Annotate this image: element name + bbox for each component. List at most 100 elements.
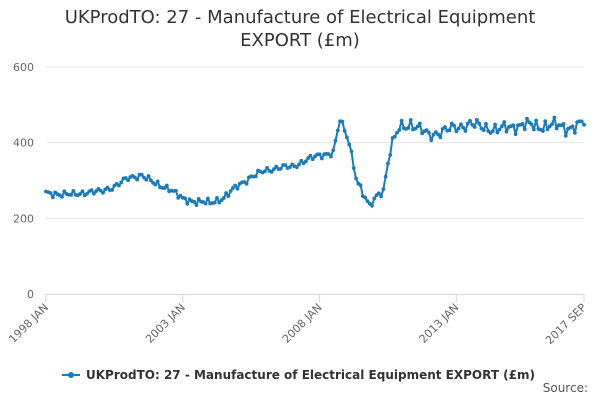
data-point: [306, 156, 311, 160]
data-point: [217, 200, 222, 205]
data-point: [342, 129, 347, 133]
data-point: [447, 128, 452, 133]
data-point: [148, 178, 153, 183]
data-point: [493, 122, 497, 127]
data-point: [278, 166, 283, 171]
data-point: [456, 126, 461, 131]
data-point: [139, 172, 144, 177]
data-point: [269, 170, 274, 174]
data-point: [192, 199, 197, 204]
data-point: [80, 189, 85, 194]
data-point: [429, 138, 434, 143]
data-point: [85, 191, 89, 196]
data-point: [62, 189, 67, 194]
data-point: [454, 129, 459, 134]
data-point: [244, 181, 249, 186]
data-point: [294, 165, 299, 170]
data-point: [379, 194, 384, 199]
data-point: [349, 149, 354, 154]
data-point: [372, 196, 377, 201]
data-point: [381, 187, 386, 192]
data-point: [347, 142, 352, 147]
x-tick-label: 1998 JAN: [6, 301, 51, 346]
data-point: [326, 152, 331, 157]
data-point: [215, 195, 219, 200]
data-point: [504, 129, 509, 134]
data-point: [452, 123, 456, 128]
data-point: [388, 153, 393, 157]
data-point: [408, 118, 413, 122]
data-point: [331, 148, 336, 153]
data-point: [520, 122, 525, 126]
data-point: [383, 174, 388, 179]
y-tick-label: 200: [13, 212, 34, 225]
data-point: [89, 188, 94, 193]
data-point: [221, 196, 226, 200]
data-point: [155, 179, 160, 184]
data-point: [335, 128, 340, 133]
data-point: [317, 152, 322, 157]
data-point: [310, 157, 315, 162]
data-point: [351, 166, 356, 170]
data-point: [490, 129, 495, 134]
data-point: [308, 153, 313, 158]
data-point: [174, 188, 178, 193]
data-point: [212, 200, 217, 205]
data-point: [417, 121, 422, 126]
data-point: [135, 177, 140, 182]
data-point: [424, 128, 429, 133]
data-point: [406, 125, 411, 130]
data-point: [164, 183, 169, 188]
data-point: [105, 185, 110, 190]
data-point: [481, 128, 486, 133]
data-point: [395, 130, 399, 135]
chart-title-line-2: EXPORT (£m): [240, 30, 360, 51]
data-point: [477, 121, 482, 126]
data-point: [146, 174, 151, 178]
data-point: [433, 130, 438, 135]
y-tick-label: 600: [13, 61, 34, 74]
data-point: [582, 122, 586, 127]
data-point: [461, 125, 466, 130]
data-point: [543, 119, 548, 124]
data-point: [397, 127, 402, 132]
data-point: [299, 158, 304, 163]
data-point: [205, 196, 210, 201]
data-point: [529, 122, 534, 127]
data-point: [572, 130, 577, 135]
data-point: [438, 135, 443, 140]
data-point: [274, 164, 279, 169]
data-point: [443, 125, 447, 129]
data-point: [60, 195, 64, 199]
chart-title-line-1: UKProdTO: 27 - Manufacture of Electrical…: [64, 7, 536, 28]
data-point: [340, 119, 345, 124]
data-point: [497, 127, 502, 132]
data-point: [319, 156, 324, 161]
data-point: [153, 182, 158, 187]
data-point: [265, 165, 270, 170]
data-point: [358, 183, 363, 188]
source-credit: Source:: [542, 381, 588, 395]
data-point: [415, 124, 420, 129]
data-point: [474, 117, 479, 122]
data-point: [370, 203, 374, 208]
data-point: [196, 197, 201, 201]
data-point: [228, 189, 233, 193]
x-tick-label: 2017 SEP: [543, 301, 589, 347]
data-point: [345, 135, 349, 140]
data-point: [101, 190, 105, 195]
data-point: [392, 134, 397, 139]
data-point: [561, 121, 566, 126]
legend-item[interactable]: UKProdTO: 27 - Manufacture of Electrical…: [62, 366, 535, 384]
data-point: [203, 201, 208, 206]
data-point: [226, 194, 231, 199]
data-point: [463, 129, 468, 133]
data-point: [91, 191, 96, 196]
data-point: [126, 178, 130, 183]
data-point: [468, 118, 472, 123]
data-point: [297, 162, 301, 167]
data-point: [303, 159, 308, 164]
data-point: [554, 126, 559, 131]
x-tick-label: 2008 JAN: [280, 301, 325, 346]
data-point: [502, 120, 507, 124]
